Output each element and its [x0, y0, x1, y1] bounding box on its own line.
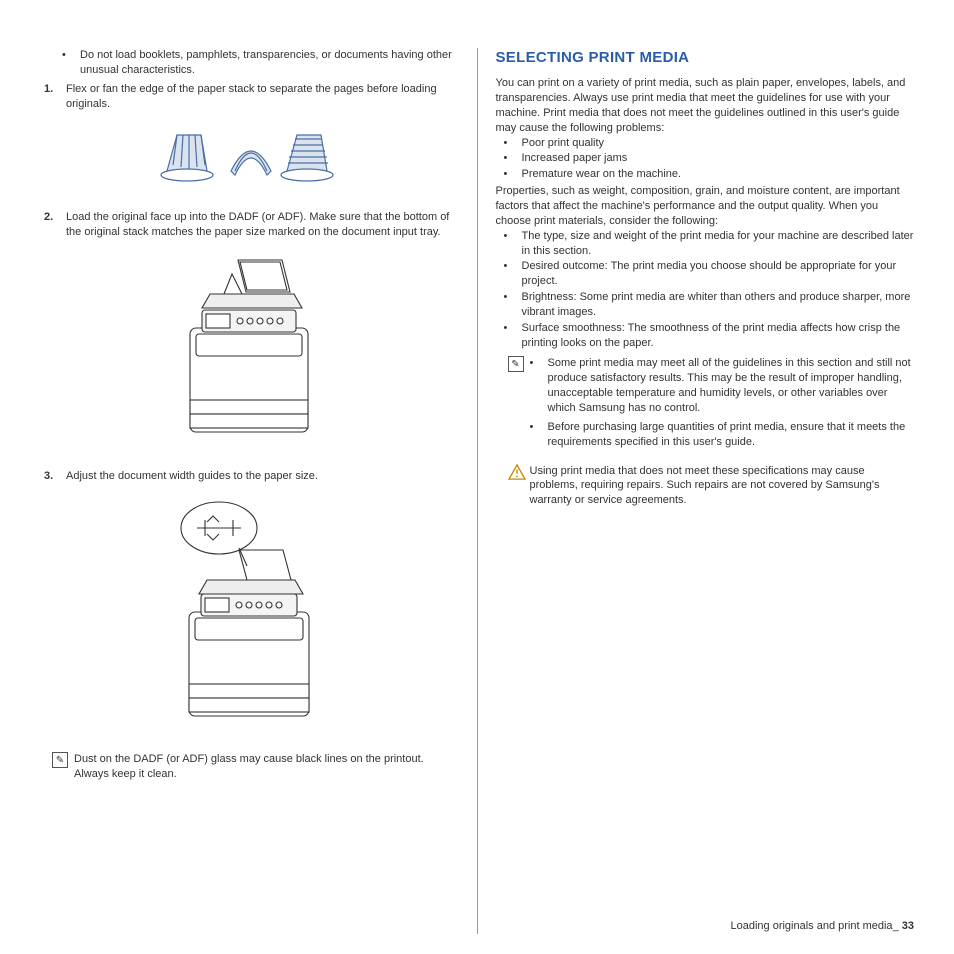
step-3: 3. Adjust the document width guides to t… — [40, 469, 459, 484]
list-item: •Surface smoothness: The smoothness of t… — [496, 321, 915, 351]
list-item: •Desired outcome: The print media you ch… — [496, 259, 915, 289]
warning-text: Using print media that does not meet the… — [530, 464, 915, 509]
step-text: Load the original face up into the DADF … — [66, 210, 459, 240]
section-heading: SELECTING PRINT MEDIA — [496, 48, 915, 68]
figure-fan-paper — [40, 121, 459, 196]
step-1: 1. Flex or fan the edge of the paper sta… — [40, 82, 459, 112]
step-2: 2. Load the original face up into the DA… — [40, 210, 459, 240]
note-dust: ✎ Dust on the DADF (or ADF) glass may ca… — [40, 752, 459, 782]
step-text: Flex or fan the edge of the paper stack … — [66, 82, 459, 112]
list-item: •The type, size and weight of the print … — [496, 229, 915, 259]
note-icon: ✎ — [508, 356, 530, 372]
note-text: Dust on the DADF (or ADF) glass may caus… — [74, 752, 459, 782]
properties-paragraph: Properties, such as weight, composition,… — [496, 184, 915, 229]
list-item: •Poor print quality — [496, 136, 915, 151]
step-text: Adjust the document width guides to the … — [66, 469, 459, 484]
footer-label: Loading originals and print media — [731, 920, 893, 932]
problems-list: •Poor print quality •Increased paper jam… — [496, 136, 915, 183]
list-item: •Some print media may meet all of the gu… — [530, 356, 915, 415]
page: • Do not load booklets, pamphlets, trans… — [0, 0, 954, 954]
figure-printer-load — [40, 250, 459, 455]
bullet-mark: • — [62, 48, 80, 78]
warning-icon — [508, 464, 530, 485]
figure-printer-adjust — [40, 494, 459, 739]
note-icon: ✎ — [52, 752, 74, 768]
left-column: • Do not load booklets, pamphlets, trans… — [40, 48, 477, 934]
step-number: 2. — [44, 210, 66, 240]
note-guidelines: ✎ •Some print media may meet all of the … — [496, 356, 915, 453]
considerations-list: •The type, size and weight of the print … — [496, 229, 915, 351]
list-item: •Premature wear on the machine. — [496, 167, 915, 182]
right-column: SELECTING PRINT MEDIA You can print on a… — [477, 48, 915, 934]
footer-page-number: 33 — [902, 920, 914, 932]
footer-sep: _ — [893, 920, 899, 932]
intro-paragraph: You can print on a variety of print medi… — [496, 76, 915, 135]
page-footer: Loading originals and print media_ 33 — [731, 920, 915, 932]
list-item: •Brightness: Some print media are whiter… — [496, 290, 915, 320]
bullet-text: Do not load booklets, pamphlets, transpa… — [80, 48, 459, 78]
warning-row: Using print media that does not meet the… — [496, 464, 915, 509]
step-number: 3. — [44, 469, 66, 484]
list-item: •Increased paper jams — [496, 151, 915, 166]
note-content: •Some print media may meet all of the gu… — [530, 356, 915, 453]
bullet-item: • Do not load booklets, pamphlets, trans… — [40, 48, 459, 78]
step-number: 1. — [44, 82, 66, 112]
list-item: •Before purchasing large quantities of p… — [530, 420, 915, 450]
